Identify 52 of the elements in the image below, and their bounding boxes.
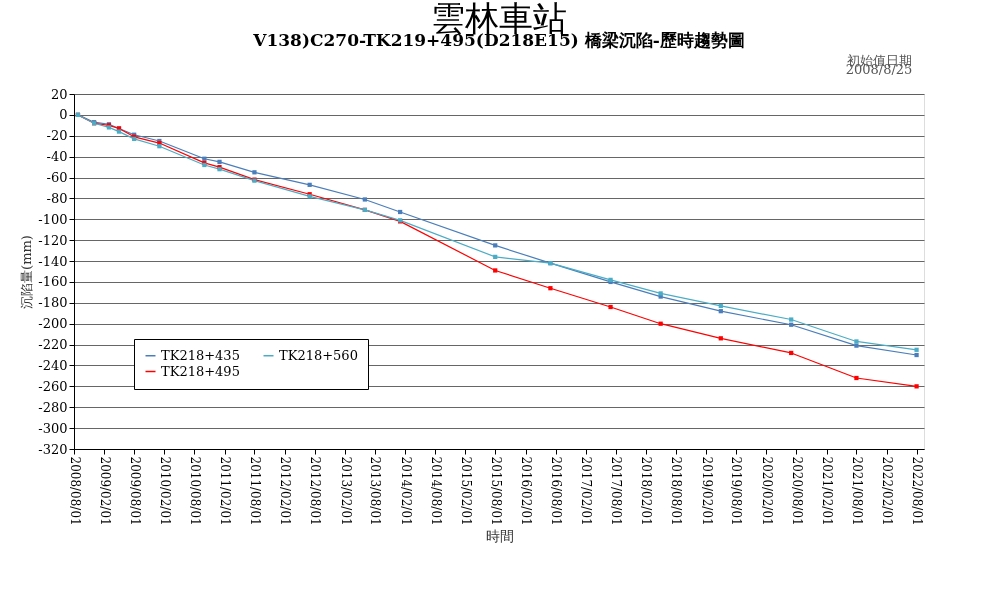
- y-axis-title: 沉陷量(mm): [19, 235, 35, 309]
- y-tick-label: -100: [38, 211, 68, 227]
- y-tick-label: -220: [38, 337, 68, 353]
- x-tick-label: 2015/02/01: [458, 456, 473, 526]
- y-tick-label: -200: [38, 316, 68, 332]
- legend-label: TK218+435: [161, 347, 240, 363]
- x-tick-label: 2019/08/01: [729, 456, 744, 526]
- x-tick-label: 2022/02/01: [880, 456, 895, 526]
- y-tick-label: -300: [38, 420, 68, 436]
- y-tick-label: -120: [38, 232, 68, 248]
- y-tick-label: -20: [46, 128, 68, 144]
- x-tick-label: 2018/02/01: [639, 456, 654, 526]
- x-tick-label: 2014/02/01: [398, 456, 413, 526]
- x-tick-label: 2013/02/01: [338, 456, 353, 526]
- x-tick-label: 2011/02/01: [218, 456, 233, 526]
- x-tick-label: 2020/08/01: [789, 456, 804, 526]
- x-tick-label: 2011/08/01: [247, 456, 262, 526]
- x-tick-label: 2017/08/01: [609, 456, 624, 526]
- x-tick-label: 2013/08/01: [368, 456, 383, 526]
- y-tick-label: -60: [46, 170, 68, 186]
- x-tick-label: 2016/02/01: [519, 456, 534, 526]
- y-tick-label: -320: [38, 441, 68, 457]
- x-tick-label: 2012/02/01: [278, 456, 293, 526]
- x-tick-label: 2012/08/01: [308, 456, 323, 526]
- y-tick-label: -80: [46, 190, 68, 206]
- x-tick-label: 2021/08/01: [849, 456, 864, 526]
- x-tick-label: 2020/02/01: [759, 456, 774, 526]
- y-tick-label: -140: [38, 253, 68, 269]
- legend-label: TK218+560: [279, 347, 358, 363]
- x-tick-label: 2022/08/01: [910, 456, 925, 526]
- y-tick-label: 0: [59, 107, 68, 123]
- x-axis-title: 時間: [485, 527, 514, 544]
- x-tick-label: 2009/08/01: [127, 456, 142, 526]
- x-tick-label: 2019/02/01: [699, 456, 714, 526]
- y-tick-label: -40: [46, 149, 68, 165]
- y-tick-label: 20: [50, 86, 68, 102]
- x-tick-label: 2014/08/01: [428, 456, 443, 526]
- x-tick-label: 2021/02/01: [820, 456, 835, 526]
- x-tick-label: 2018/08/01: [669, 456, 684, 526]
- x-tick-label: 2015/08/01: [488, 456, 503, 526]
- x-tick-label: 2010/02/01: [157, 456, 172, 526]
- x-tick-label: 2010/08/01: [187, 456, 202, 526]
- y-tick-label: -160: [38, 274, 68, 290]
- x-tick-label: 2008/08/01: [67, 456, 82, 526]
- x-tick-label: 2016/08/01: [549, 456, 564, 526]
- y-tick-label: -180: [38, 295, 68, 311]
- y-tick-label: -240: [38, 357, 68, 373]
- x-tick-label: 2009/02/01: [97, 456, 112, 526]
- y-tick-label: -280: [38, 399, 68, 415]
- y-tick-label: -260: [38, 378, 68, 394]
- x-tick-label: 2017/02/01: [579, 456, 594, 526]
- legend-label: TK218+495: [161, 363, 240, 379]
